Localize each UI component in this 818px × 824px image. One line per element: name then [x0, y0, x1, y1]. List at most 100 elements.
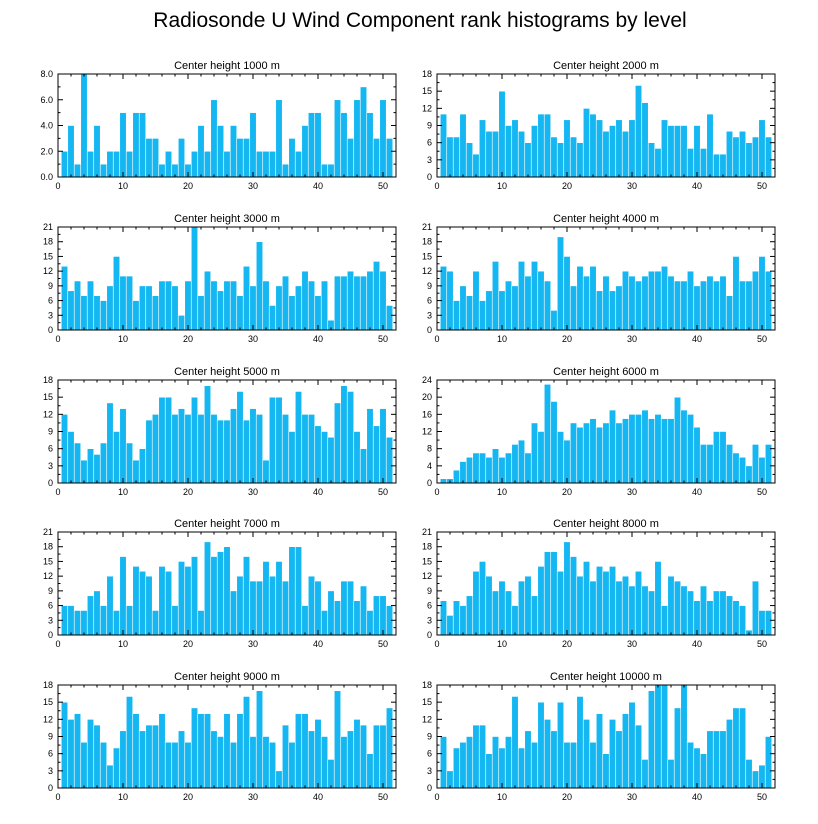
- histogram-bar: [524, 275, 532, 331]
- histogram-bar: [511, 605, 519, 636]
- histogram-bar: [333, 99, 342, 178]
- histogram-bar: [699, 585, 708, 636]
- x-tick-label: 20: [183, 181, 193, 191]
- histogram-bar: [60, 265, 69, 331]
- histogram-bar: [366, 753, 374, 789]
- histogram-bar: [385, 707, 394, 789]
- histogram-bar: [216, 290, 225, 331]
- x-tick-label: 20: [183, 639, 193, 649]
- y-tick-label: 0: [48, 630, 53, 640]
- x-tick-label: 20: [183, 792, 193, 802]
- y-tick-label: 18: [422, 237, 432, 247]
- histogram-bar: [524, 730, 532, 789]
- y-tick-label: 3: [427, 155, 432, 165]
- y-tick-label: 3: [427, 615, 432, 625]
- histogram-bar: [732, 600, 740, 636]
- histogram-bar: [530, 595, 539, 636]
- histogram-bar: [268, 305, 277, 331]
- x-tick-label: 10: [118, 792, 128, 802]
- x-tick-label: 10: [118, 639, 128, 649]
- histogram-bar: [119, 275, 127, 331]
- histogram-bar: [472, 570, 480, 636]
- histogram-bar: [132, 713, 140, 789]
- histogram-bar: [164, 396, 173, 484]
- histogram-bar: [112, 150, 121, 178]
- y-tick-label: 9: [48, 732, 53, 742]
- histogram-bar: [288, 546, 296, 636]
- histogram-bar: [556, 701, 565, 789]
- histogram-bar: [379, 270, 387, 331]
- y-tick-label: 12: [422, 266, 432, 276]
- histogram-bar: [86, 150, 95, 178]
- histogram-bar: [132, 566, 140, 636]
- histogram-bar: [177, 138, 186, 178]
- y-tick-label: 9: [427, 281, 432, 291]
- histogram-bar: [686, 270, 695, 331]
- histogram-bar: [333, 275, 342, 331]
- histogram-bar: [673, 396, 682, 484]
- y-tick-label: 3: [427, 310, 432, 320]
- histogram-bar: [693, 600, 701, 636]
- histogram-bar: [158, 396, 166, 484]
- x-tick-label: 0: [55, 181, 60, 191]
- histogram-bar: [203, 150, 212, 178]
- histogram-bar: [223, 713, 231, 789]
- x-tick-label: 20: [183, 334, 193, 344]
- x-tick-label: 40: [692, 487, 702, 497]
- histogram-bar: [236, 575, 244, 636]
- histogram-bar: [99, 605, 108, 636]
- histogram-bar: [563, 439, 571, 484]
- y-tick-label: 0: [48, 783, 53, 793]
- histogram-bar: [281, 414, 290, 484]
- histogram-bar: [537, 431, 545, 484]
- histogram-bar: [738, 605, 747, 636]
- y-tick-label: 12: [422, 427, 432, 437]
- histogram-bar: [151, 414, 160, 484]
- y-tick-label: 12: [422, 571, 432, 581]
- histogram-bar: [641, 409, 649, 484]
- histogram-bar: [320, 431, 329, 484]
- histogram-bar: [465, 595, 474, 636]
- histogram-bar: [346, 138, 355, 178]
- histogram-bar: [255, 150, 264, 178]
- histogram-bar: [340, 385, 348, 484]
- y-tick-label: 0: [427, 783, 432, 793]
- histogram-bar: [99, 741, 108, 789]
- y-tick-label: 6: [427, 296, 432, 306]
- histogram-bar: [242, 556, 251, 636]
- y-tick-label: 0.0: [40, 172, 53, 182]
- x-tick-label: 0: [55, 792, 60, 802]
- histogram-bar: [73, 610, 82, 636]
- histogram-bar: [673, 125, 682, 178]
- x-tick-label: 10: [497, 334, 507, 344]
- histogram-bar: [190, 150, 199, 178]
- histogram-bar: [262, 736, 270, 789]
- histogram-bar: [125, 275, 134, 331]
- histogram-bar: [654, 684, 662, 789]
- histogram-bar: [106, 764, 114, 789]
- histogram-bar: [119, 556, 127, 636]
- histogram-bar: [530, 125, 539, 178]
- y-tick-label: 12: [422, 714, 432, 724]
- y-tick-label: 6: [48, 749, 53, 759]
- y-tick-label: 0: [48, 325, 53, 335]
- histogram-bar: [706, 444, 714, 484]
- histogram-bar: [184, 566, 192, 636]
- histogram-bar: [751, 580, 760, 636]
- histogram-bar: [262, 561, 270, 636]
- histogram-bar: [738, 280, 747, 331]
- y-tick-label: 12: [43, 571, 53, 581]
- histogram-bar: [197, 414, 205, 484]
- y-tick-label: 9: [427, 732, 432, 742]
- histogram-bar: [236, 138, 244, 178]
- histogram-bar: [504, 736, 513, 789]
- histogram-bar: [472, 153, 480, 178]
- x-tick-label: 30: [248, 334, 258, 344]
- histogram-bar: [556, 431, 565, 484]
- histogram-bar: [745, 280, 753, 331]
- histogram-bar: [288, 138, 296, 178]
- panel: Center height 7000 m 0 10 20 30 40 50 0 3 6 9 12 15 1…: [43, 518, 397, 649]
- histogram-bar: [73, 163, 82, 178]
- histogram-bar: [680, 409, 688, 484]
- histogram-bar: [346, 391, 355, 484]
